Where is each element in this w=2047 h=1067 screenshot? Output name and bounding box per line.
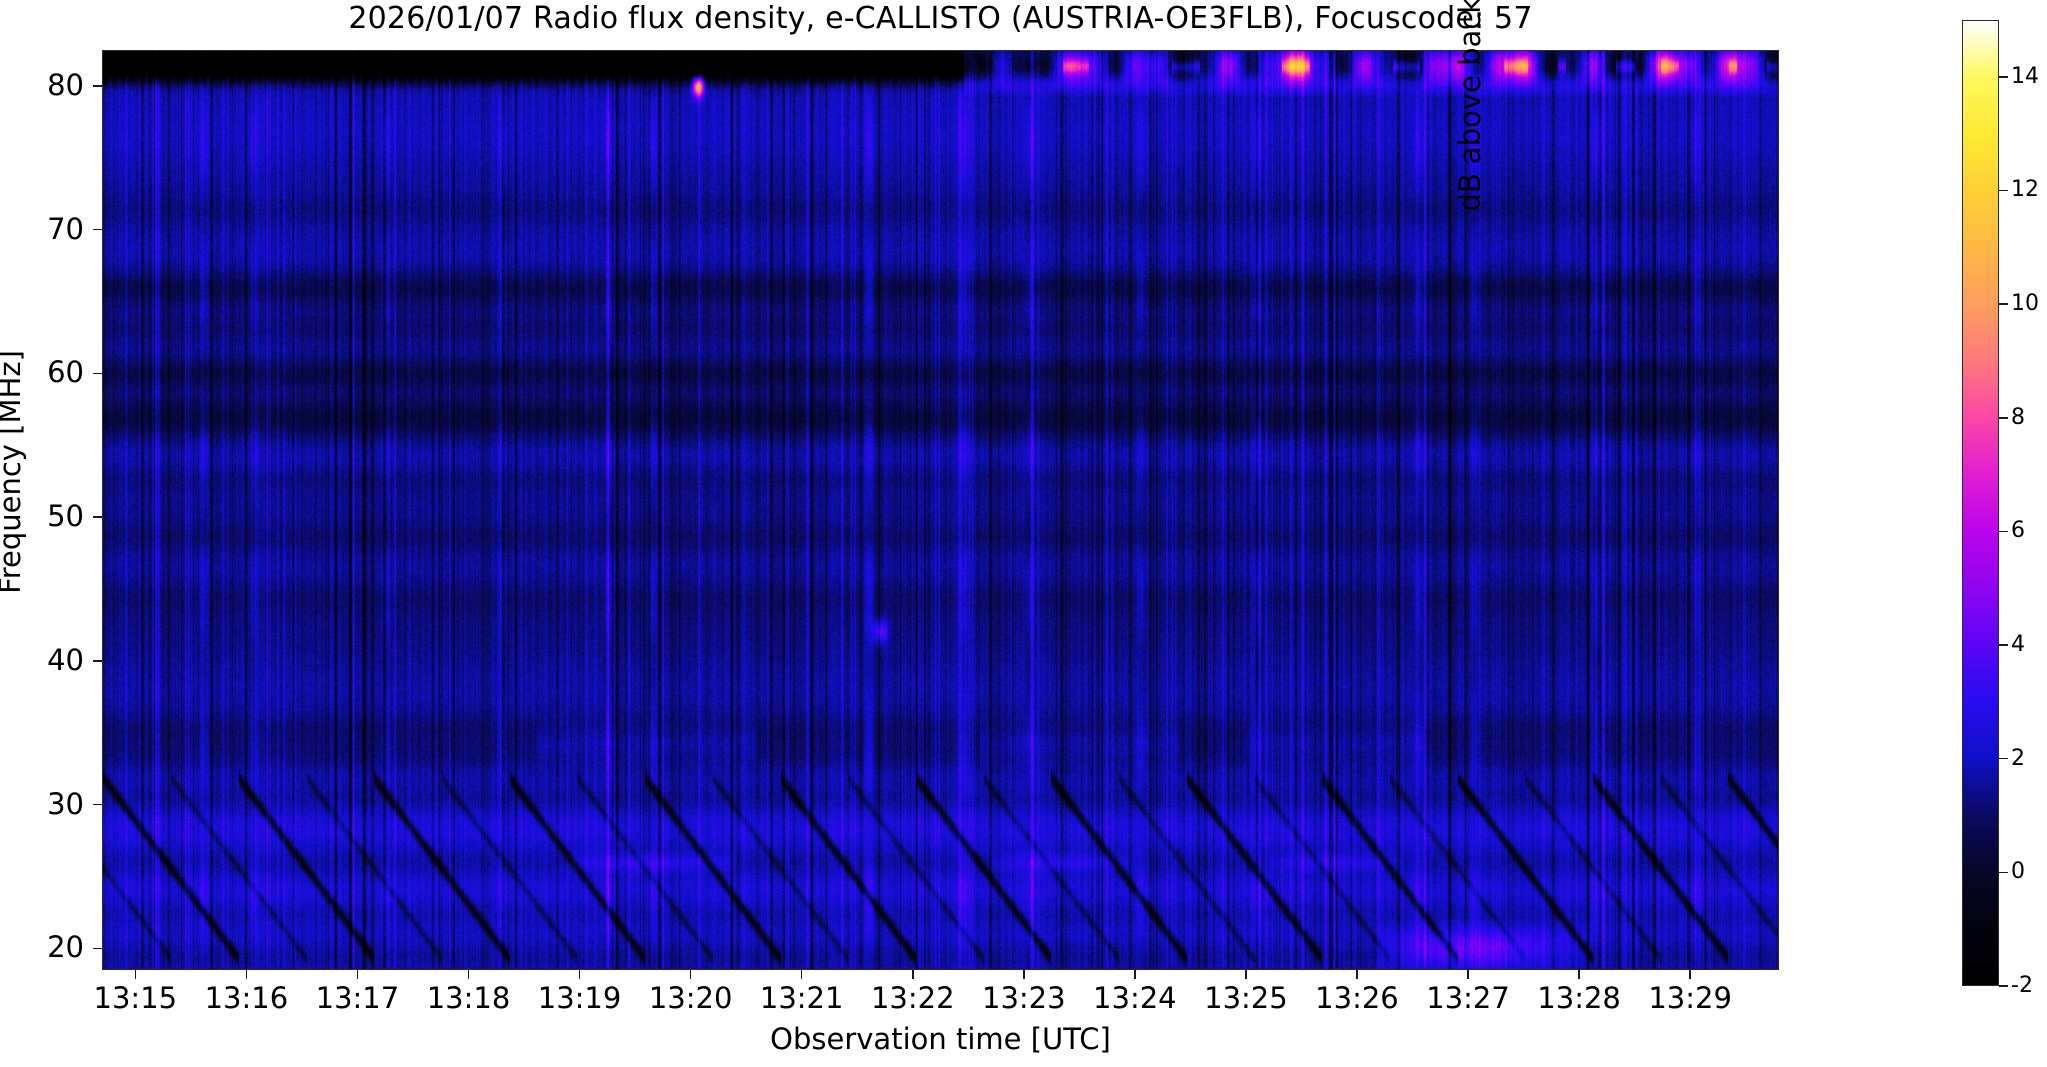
x-axis-tick-mark <box>1578 970 1580 979</box>
x-axis-tick-label: 13:26 <box>1315 981 1399 1015</box>
x-axis-tick-label: 13:28 <box>1537 981 1621 1015</box>
x-axis-tick-mark <box>1356 970 1358 979</box>
colorbar-tick-label: 14 <box>2011 63 2039 89</box>
colorbar-tick-labels: 14 12 10 8 6 4 2 0 -2 <box>2011 20 2045 996</box>
x-axis-tick-marks <box>102 970 1779 979</box>
y-axis-tick-mark <box>93 803 102 806</box>
colorbar-tick-mark <box>1999 757 2008 760</box>
x-axis-tick-mark <box>1689 970 1691 979</box>
x-axis-tick-mark <box>1467 970 1469 979</box>
colorbar-tick-label: 12 <box>2011 177 2039 203</box>
colorbar-gradient <box>1963 21 1998 985</box>
x-axis-tick-mark <box>356 970 359 979</box>
y-axis-tick-labels: 80 70 60 50 40 30 20 <box>0 50 84 970</box>
spectrogram-image <box>103 51 1778 969</box>
y-axis-tick-label: 20 <box>47 930 84 965</box>
colorbar-tick-mark <box>1999 644 2008 646</box>
colorbar[interactable] <box>1962 20 1999 986</box>
x-axis-tick-mark <box>689 970 692 979</box>
y-axis-tick-label: 30 <box>47 786 84 821</box>
y-axis-tick-label: 70 <box>47 211 84 246</box>
x-axis-tick-label: 13:24 <box>1093 981 1177 1015</box>
x-axis-tick-mark <box>911 970 914 979</box>
y-axis-tick-label: 80 <box>47 67 84 102</box>
x-axis-tick-mark <box>1022 970 1025 979</box>
y-axis-tick-mark <box>93 85 102 87</box>
y-axis-label: Frequency [MHz] <box>0 350 27 594</box>
figure-title: 2026/01/07 Radio flux density, e-CALLIST… <box>348 1 1533 36</box>
x-axis-tick-label: 13:27 <box>1426 981 1510 1015</box>
colorbar-label: dB above background <box>1453 0 1487 212</box>
x-axis-tick-mark <box>800 970 803 979</box>
colorbar-tick-mark <box>1999 76 2008 78</box>
y-axis-tick-mark <box>93 516 102 518</box>
colorbar-tick-label: -2 <box>2011 973 2033 998</box>
x-axis-tick-label: 13:18 <box>426 981 511 1015</box>
x-axis-tick-label: 13:29 <box>1648 981 1732 1015</box>
y-axis-tick-label: 40 <box>47 642 84 677</box>
colorbar-tick-mark <box>1999 530 2008 533</box>
x-axis-tick-mark <box>134 970 137 979</box>
colorbar-tick-marks <box>1999 20 2011 987</box>
y-axis-tick-marks <box>93 50 102 970</box>
y-axis-tick-mark <box>93 660 102 662</box>
x-axis-tick-label: 13:16 <box>204 981 289 1015</box>
colorbar-tick-label: 6 <box>2011 518 2025 544</box>
y-axis-tick-mark <box>93 947 102 950</box>
colorbar-tick-label: 2 <box>2011 745 2025 771</box>
x-axis-tick-label: 13:19 <box>537 981 622 1015</box>
x-axis-label: Observation time [UTC] <box>770 1022 1111 1056</box>
colorbar-tick-mark <box>1999 189 2008 192</box>
x-axis-tick-label: 13:21 <box>759 981 844 1015</box>
colorbar-tick-mark <box>1999 416 2008 419</box>
colorbar-tick-label: 8 <box>2011 404 2025 430</box>
y-axis-tick-mark <box>93 372 102 375</box>
y-axis-tick-mark <box>93 228 102 231</box>
x-axis-tick-label: 13:22 <box>870 981 955 1015</box>
x-axis-tick-mark <box>245 970 248 979</box>
colorbar-tick-label: 0 <box>2011 859 2025 885</box>
x-axis-tick-label: 13:17 <box>315 981 400 1015</box>
x-axis-tick-labels: 13:15 13:16 13:17 13:18 13:19 13:20 13:21 13:22… <box>94 981 1779 1021</box>
colorbar-tick-mark <box>1999 985 2008 987</box>
y-axis-tick-label: 60 <box>47 355 84 390</box>
colorbar-tick-label: 10 <box>2011 291 2039 317</box>
x-axis-tick-mark <box>1245 970 1247 979</box>
x-axis-tick-label: 13:20 <box>648 981 733 1015</box>
spectrogram-plot-area[interactable] <box>102 50 1779 970</box>
colorbar-tick-mark <box>1999 871 2008 874</box>
x-axis-tick-mark <box>578 970 581 979</box>
x-axis-tick-label: 13:15 <box>93 981 178 1015</box>
colorbar-tick-label: 4 <box>2011 632 2025 658</box>
x-axis-tick-mark <box>467 970 470 979</box>
colorbar-tick-mark <box>1999 303 2008 305</box>
y-axis-tick-label: 50 <box>47 499 84 534</box>
x-axis-tick-label: 13:23 <box>981 981 1066 1015</box>
x-axis-tick-label: 13:25 <box>1204 981 1288 1015</box>
x-axis-tick-mark <box>1134 970 1136 979</box>
